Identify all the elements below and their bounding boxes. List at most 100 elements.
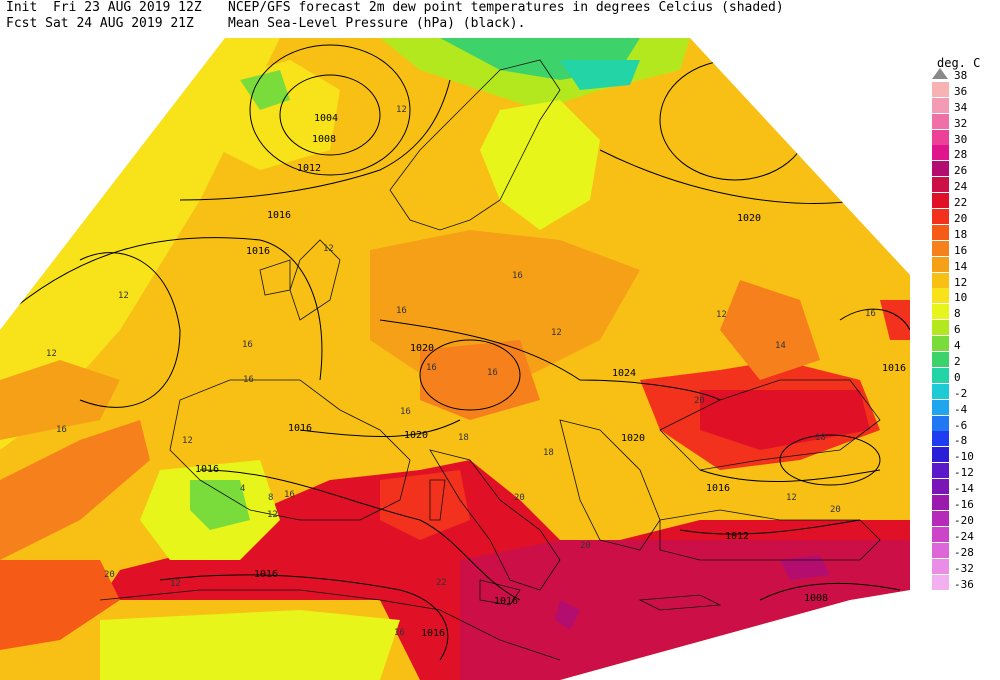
dewpoint-label: 16 [426,363,437,373]
legend-swatch [932,367,949,383]
legend-swatch [932,193,949,209]
legend-label: 6 [954,323,961,337]
legend-row: -24 [928,526,1000,543]
init-time: Init Fri 23 AUG 2019 12Z [6,0,202,15]
legend-swatch [932,510,949,526]
legend-label: -24 [954,529,974,543]
dewpoint-label: 16 [396,306,407,316]
dewpoint-label: 16 [56,425,67,435]
legend-label: -28 [954,545,974,559]
dewpoint-label: 12 [170,579,181,589]
overflow-triangle-icon [932,68,948,79]
dewpoint-label: 12 [267,510,278,520]
legend-swatch [932,113,949,129]
legend-row: 8 [928,304,1000,320]
legend-row: 28 [928,145,1000,161]
legend-row: 0 [928,367,1000,384]
pressure-label: 1016 [254,569,278,580]
pressure-label: 1012 [725,531,749,542]
legend-row: 10 [928,288,1000,304]
legend-row: -32 [928,558,1000,575]
legend-row: 4 [928,336,1000,352]
pressure-label: 1020 [621,433,645,444]
legend-swatch [932,463,949,479]
legend-label: -36 [954,577,974,591]
legend-swatch [932,495,949,511]
legend-row: 14 [928,256,1000,273]
pressure-label: 1016 [195,464,219,475]
dewpoint-label: 16 [487,368,498,378]
legend-label: 36 [954,84,968,98]
legend-row: 2 [928,352,1000,368]
dewpoint-label: 16 [242,340,253,350]
map-title: NCEP/GFS forecast 2m dew point temperatu… [228,0,784,32]
dewpoint-label: 20 [104,570,115,580]
legend-row: 26 [928,161,1000,177]
legend-swatch [932,209,949,225]
pressure-label: 1020 [404,430,428,441]
legend-swatch [932,336,949,352]
legend-label: 4 [954,339,961,353]
legend-swatch [932,224,949,240]
dewpoint-label: 20 [694,396,705,406]
legend-label: -4 [954,402,968,416]
legend-label: 14 [954,259,968,273]
dewpoint-label: 12 [396,105,407,115]
legend-label: 28 [954,148,968,162]
dewpoint-label: 16 [284,490,295,500]
legend-row: 32 [928,113,1000,130]
legend-swatch [932,272,949,288]
legend-row: -8 [928,431,1000,447]
pressure-label: 1016 [882,363,906,374]
dewpoint-label: 16 [400,407,411,417]
legend-swatch [932,256,949,272]
legend-label: -8 [954,434,968,448]
dewpoint-label: 12 [46,349,57,359]
legend-row: 36 [928,81,1000,98]
legend-swatch [932,240,949,256]
legend-label: 30 [954,132,968,146]
legend-label: 22 [954,196,968,210]
legend-label: -20 [954,513,974,527]
pressure-label: 1024 [612,368,636,379]
legend-row: 18 [928,224,1000,241]
legend-label: -14 [954,482,974,496]
pressure-label: 1012 [297,163,321,174]
legend-label: 2 [954,355,961,369]
dewpoint-labels: 12 12 16 12 16 16 16 18 20 12 16 12 18 2… [46,105,876,638]
legend-row: -12 [928,463,1000,479]
legend-label: -12 [954,466,974,480]
forecast-time: Fcst Sat 24 AUG 2019 21Z [6,16,194,31]
legend-row: -20 [928,510,1000,527]
legend-swatch [932,288,949,304]
legend-label: 0 [954,370,961,384]
legend-label: 20 [954,212,968,226]
dewpoint-label: 12 [182,436,193,446]
coastlines [99,59,881,661]
legend-row: 30 [928,129,1000,146]
dewpoint-label: 12 [716,310,727,320]
legend-swatch [932,145,949,161]
legend-label: 10 [954,291,968,305]
legend-swatch [932,129,949,145]
pressure-label: 1008 [312,134,336,145]
dewpoint-label: 20 [514,493,525,503]
legend-row: -14 [928,479,1000,495]
pressure-label: 1008 [804,593,828,604]
dewpoint-label: 16 [394,628,405,638]
legend-label: -32 [954,561,974,575]
dewpoint-label: 18 [543,448,554,458]
title-line-2: Mean Sea-Level Pressure (hPa) (black). [228,16,526,31]
legend-row: -2 [928,383,1000,400]
legend-swatch [932,97,949,113]
pressure-label: 1020 [410,343,434,354]
legend-swatch [932,558,949,574]
dewpoint-label: 8 [268,493,273,503]
dewpoint-label: 4 [240,484,245,494]
pressure-label: 1020 [737,213,761,224]
dewpoint-label: 12 [323,244,334,254]
legend-row: 12 [928,272,1000,289]
legend-row: 20 [928,209,1000,225]
